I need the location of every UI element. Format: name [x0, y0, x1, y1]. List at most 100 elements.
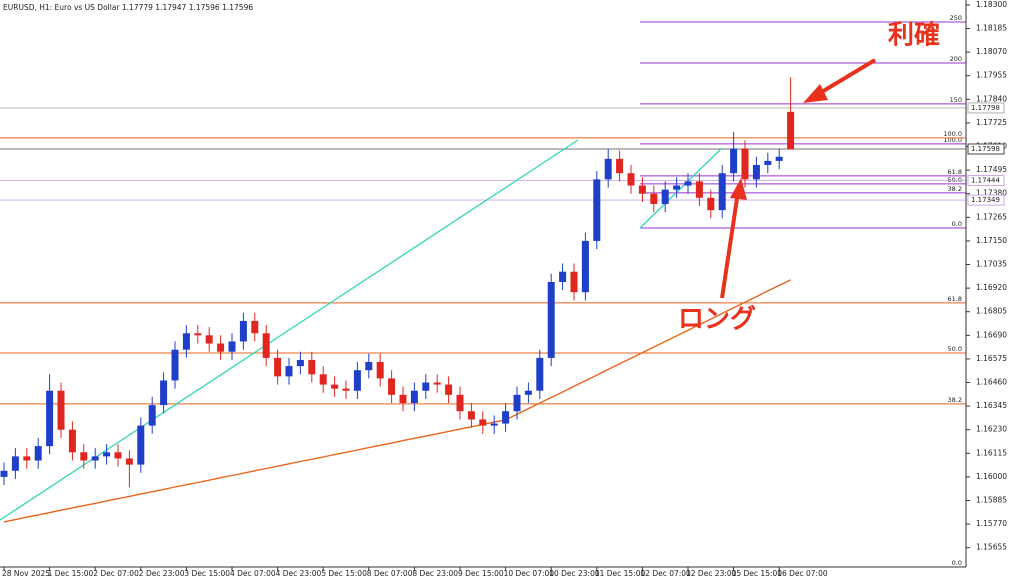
candle-body [194, 333, 202, 336]
candle-body [148, 405, 156, 426]
candle-body [80, 452, 88, 461]
candle-body [752, 164, 760, 180]
y-tick-label: 1.18300 [976, 0, 1007, 9]
price-label-box [967, 143, 1005, 155]
candle-body [741, 148, 749, 180]
candle-body [445, 384, 453, 395]
candle-body [171, 349, 179, 381]
arrow [720, 191, 740, 299]
y-tick-label: 1.16920 [976, 283, 1007, 292]
trend-line [639, 147, 723, 229]
candle-body [399, 394, 407, 404]
candle-body [353, 370, 361, 391]
fib-label: 0.0 [952, 220, 962, 228]
candle-body [718, 173, 726, 211]
candle-body [160, 380, 168, 406]
x-tick-label: 28 Nov 2025 [2, 569, 50, 578]
y-tick-label: 1.16805 [976, 307, 1007, 316]
candle-body [137, 425, 145, 465]
x-tick-label: 10 Dec 07:00 [504, 569, 555, 578]
candle-body [513, 394, 521, 412]
y-tick-label: 1.16230 [976, 425, 1007, 434]
fib-label: 0.0 [952, 559, 962, 567]
x-tick-label: 4 Dec 23:00 [276, 569, 322, 578]
fib-label: 250 [950, 14, 962, 22]
y-tick-label: 1.17150 [976, 236, 1007, 245]
candle-body [593, 179, 601, 241]
y-tick-label: 1.18185 [976, 24, 1007, 33]
candle-body [559, 271, 567, 282]
candle-body [479, 419, 487, 426]
candle-body [205, 335, 213, 344]
candle-body [68, 429, 76, 453]
fib-label: 100.0 [943, 136, 962, 144]
candle-body [433, 382, 441, 385]
fib-label: 150 [950, 96, 962, 104]
candle-body [787, 111, 795, 150]
x-tick-label: 5 Dec 15:00 [321, 569, 367, 578]
candle-body [114, 452, 122, 459]
candle-body [695, 181, 703, 198]
fib-label: 200 [950, 55, 962, 63]
candle-body [296, 359, 304, 367]
y-tick-label: 1.17380 [976, 189, 1007, 198]
x-tick-label: 8 Dec 07:00 [367, 569, 413, 578]
candle-body [308, 359, 316, 375]
ma-layer [3, 279, 791, 523]
candle-body [0, 470, 8, 477]
candle-body [342, 388, 350, 391]
y-tick-label: 1.16690 [976, 330, 1007, 339]
annotation: ロング [678, 305, 756, 335]
candle-body [365, 361, 373, 371]
x-tick-label: 3 Dec 15:00 [184, 569, 230, 578]
candle-body [262, 333, 270, 358]
fib-label: 50.0 [948, 345, 962, 353]
candle-body [627, 173, 635, 186]
y-tick-label: 1.17955 [976, 71, 1007, 80]
candle-body [581, 240, 589, 293]
annotation: 利確 [888, 20, 940, 51]
candle-body [456, 394, 464, 412]
y-tick-label: 1.15770 [976, 519, 1007, 528]
x-tick-label: 10 Dec 23:00 [549, 569, 600, 578]
price-label: 1.17444 [971, 177, 1000, 185]
candle-body [46, 390, 54, 447]
candle-body [764, 160, 772, 165]
y-tick-label: 1.16345 [976, 401, 1007, 410]
fib-label: 38.2 [948, 396, 962, 404]
x-tick-label: 9 Dec 15:00 [458, 569, 504, 578]
candle-body [650, 193, 658, 204]
x-tick-label: 1 Dec 15:00 [48, 569, 94, 578]
fib-label: 100.0 [943, 130, 962, 138]
candle-body [410, 390, 418, 404]
arrow-head [803, 84, 828, 103]
candle-body [217, 343, 225, 352]
candle-body [707, 197, 715, 211]
price-label: 1.17349 [971, 196, 1000, 204]
candles-layer [0, 77, 795, 488]
candle-body [23, 456, 31, 461]
candle-body [422, 382, 430, 391]
candle-body [91, 456, 99, 461]
candle-body [319, 374, 327, 385]
arrow-head [730, 178, 747, 200]
axis-layer: 1.183001.181851.180701.179551.178401.177… [0, 0, 1007, 578]
price-label: 1.17798 [971, 104, 1000, 112]
candle-body [730, 148, 738, 174]
price-label: 1.17598 [971, 145, 1000, 153]
candle-body [570, 271, 578, 293]
price-label-box [967, 194, 1005, 206]
price-label-box [967, 102, 1005, 114]
candle-body [34, 446, 42, 461]
fib-label: 61.8 [948, 168, 962, 176]
fib-label: 50.0 [948, 176, 962, 184]
candle-body [673, 185, 681, 190]
x-tick-label: 2 Dec 23:00 [139, 569, 185, 578]
candle-body [239, 320, 247, 342]
candle-body [251, 320, 259, 334]
candle-body [604, 158, 612, 180]
y-tick-label: 1.16575 [976, 354, 1007, 363]
x-tick-label: 12 Dec 23:00 [686, 569, 737, 578]
